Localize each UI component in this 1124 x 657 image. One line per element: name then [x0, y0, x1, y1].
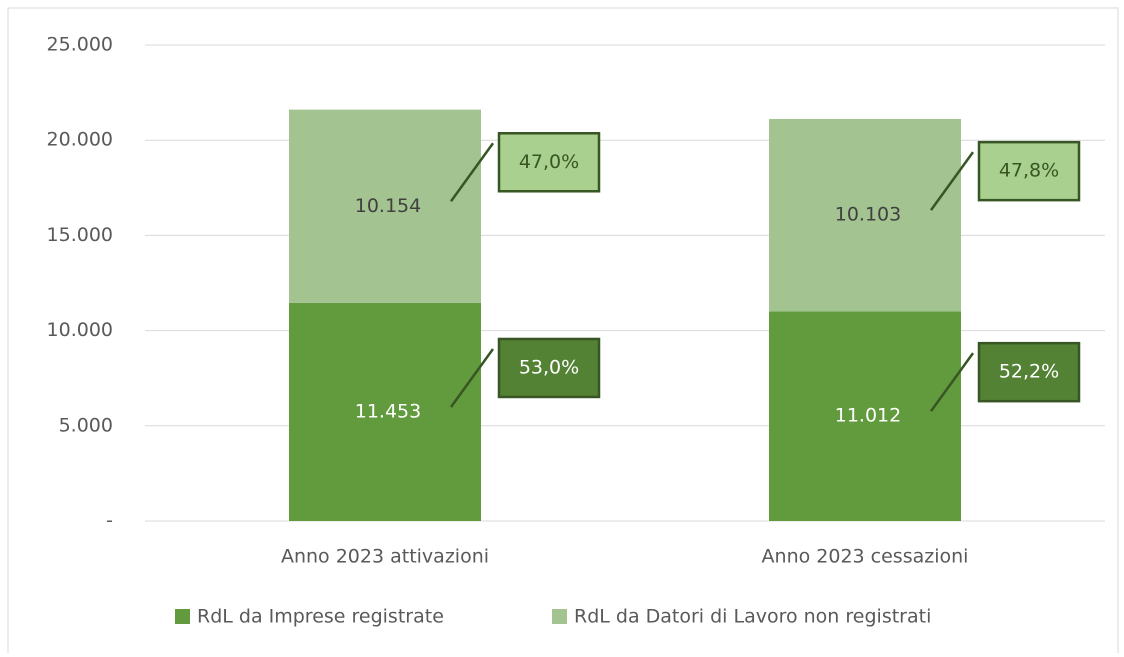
percent-box [977, 140, 1081, 202]
bar-segment [769, 118, 961, 312]
value-label: 10.154 [355, 195, 421, 217]
x-tick-label: Anno 2023 attivazioni [281, 546, 489, 568]
percent-label: 53,0% [519, 356, 579, 378]
y-tick-label: - [106, 510, 113, 532]
bar-segment [769, 311, 961, 521]
percent-box [977, 341, 1081, 403]
value-label: 11.012 [835, 405, 901, 427]
y-tick-label: 15.000 [47, 224, 113, 246]
legend-swatch [175, 609, 190, 624]
leader-line [449, 348, 495, 408]
leader-line [449, 142, 495, 203]
leader-line [929, 352, 975, 412]
legend-label: RdL da Imprese registrate [197, 606, 444, 628]
percent-box [497, 132, 601, 193]
legend-swatch [552, 609, 567, 624]
percent-label: 52,2% [999, 361, 1059, 383]
bar-segment [289, 109, 481, 303]
legend-label: RdL da Datori di Lavoro non registrati [574, 606, 931, 628]
bar-segment [289, 302, 481, 521]
y-tick-label: 25.000 [47, 34, 113, 56]
value-label: 11.453 [355, 400, 421, 422]
y-tick-label: 5.000 [59, 414, 113, 436]
percent-label: 47,0% [519, 151, 579, 173]
y-tick-label: 10.000 [47, 319, 113, 341]
percent-label: 47,8% [999, 160, 1059, 182]
y-tick-label: 20.000 [47, 129, 113, 151]
value-label: 10.103 [835, 204, 901, 226]
percent-box [497, 337, 601, 399]
leader-line [929, 151, 975, 211]
x-tick-label: Anno 2023 cessazioni [762, 546, 969, 568]
